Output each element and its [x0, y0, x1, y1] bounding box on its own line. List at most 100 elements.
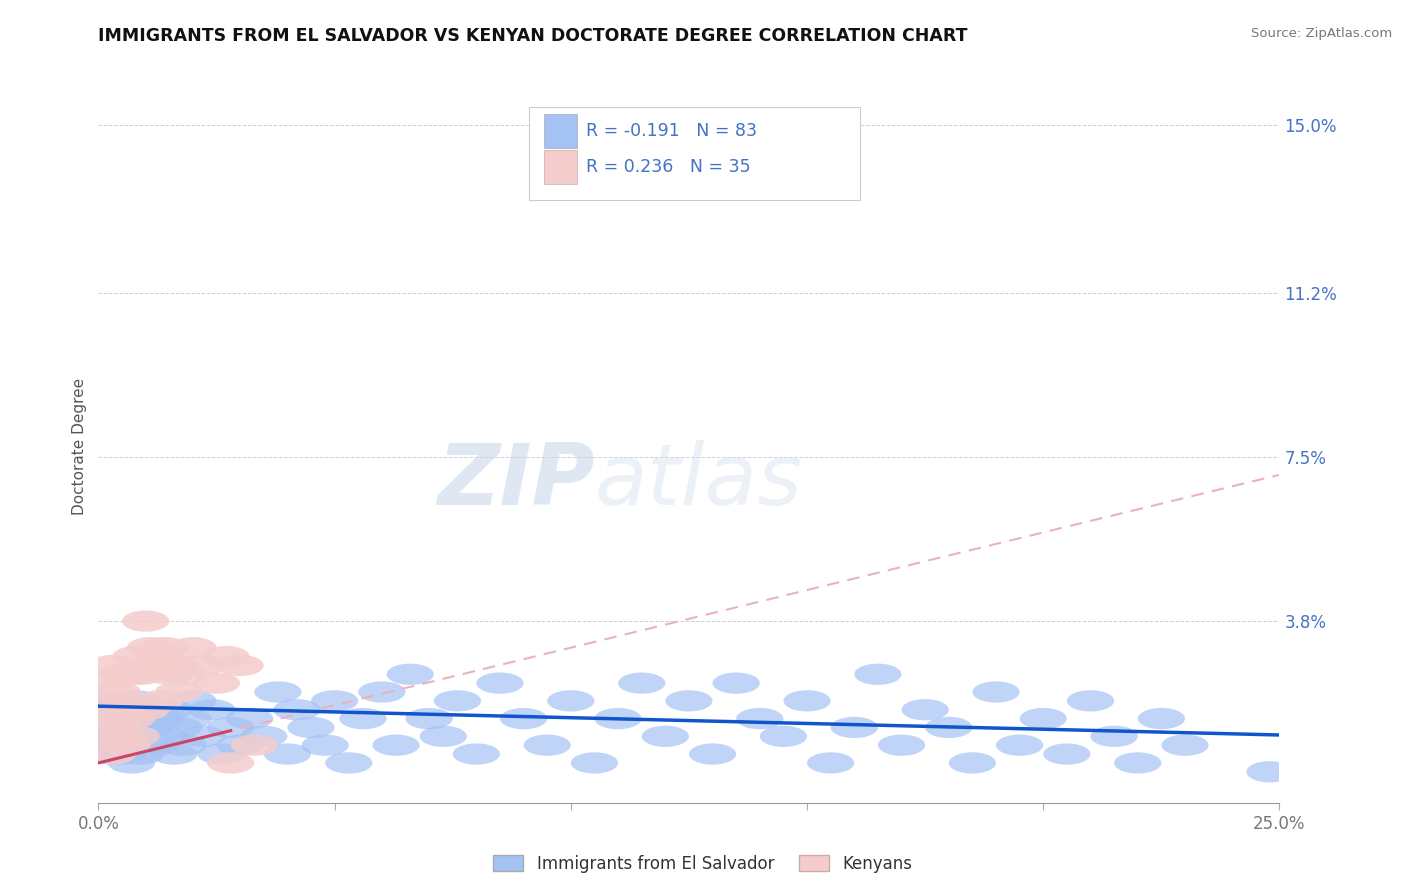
Ellipse shape [94, 726, 141, 747]
Ellipse shape [127, 717, 174, 738]
Ellipse shape [122, 699, 169, 721]
Ellipse shape [108, 717, 155, 738]
Ellipse shape [973, 681, 1019, 703]
Ellipse shape [1043, 743, 1091, 764]
Ellipse shape [1161, 734, 1209, 756]
Ellipse shape [132, 734, 179, 756]
Ellipse shape [89, 655, 136, 676]
Ellipse shape [387, 664, 434, 685]
Ellipse shape [160, 664, 207, 685]
Ellipse shape [453, 743, 501, 764]
Ellipse shape [155, 681, 202, 703]
Ellipse shape [112, 726, 160, 747]
Ellipse shape [103, 690, 150, 712]
Ellipse shape [103, 699, 150, 721]
Y-axis label: Doctorate Degree: Doctorate Degree [72, 377, 87, 515]
Ellipse shape [359, 681, 405, 703]
Ellipse shape [89, 713, 136, 733]
Ellipse shape [273, 699, 321, 721]
Ellipse shape [98, 743, 146, 764]
Ellipse shape [141, 726, 188, 747]
Ellipse shape [117, 743, 165, 764]
Ellipse shape [226, 708, 273, 730]
Ellipse shape [202, 646, 250, 667]
Ellipse shape [112, 646, 160, 667]
Ellipse shape [141, 637, 188, 658]
Ellipse shape [98, 708, 146, 730]
Ellipse shape [80, 708, 127, 730]
Ellipse shape [150, 655, 198, 676]
Ellipse shape [595, 708, 641, 730]
Ellipse shape [831, 717, 877, 738]
Ellipse shape [165, 708, 212, 730]
Ellipse shape [995, 734, 1043, 756]
Ellipse shape [98, 726, 146, 747]
Ellipse shape [217, 734, 264, 756]
Ellipse shape [523, 734, 571, 756]
Ellipse shape [783, 690, 831, 712]
Ellipse shape [571, 752, 619, 773]
Ellipse shape [112, 726, 160, 747]
Ellipse shape [127, 637, 174, 658]
Ellipse shape [373, 734, 419, 756]
FancyBboxPatch shape [530, 107, 860, 200]
Ellipse shape [94, 681, 141, 703]
Ellipse shape [759, 726, 807, 747]
Ellipse shape [1246, 761, 1294, 782]
Ellipse shape [84, 673, 132, 694]
Legend: Immigrants from El Salvador, Kenyans: Immigrants from El Salvador, Kenyans [486, 848, 920, 880]
Ellipse shape [641, 726, 689, 747]
Ellipse shape [231, 734, 278, 756]
Ellipse shape [146, 664, 193, 685]
Ellipse shape [1091, 726, 1137, 747]
Ellipse shape [84, 699, 132, 721]
Ellipse shape [405, 708, 453, 730]
Text: Source: ZipAtlas.com: Source: ZipAtlas.com [1251, 27, 1392, 40]
Ellipse shape [339, 708, 387, 730]
Ellipse shape [122, 699, 169, 721]
Ellipse shape [89, 743, 136, 764]
Ellipse shape [254, 681, 301, 703]
Ellipse shape [877, 734, 925, 756]
Ellipse shape [150, 743, 198, 764]
Ellipse shape [287, 717, 335, 738]
Ellipse shape [198, 743, 245, 764]
Ellipse shape [807, 752, 855, 773]
Text: R = 0.236   N = 35: R = 0.236 N = 35 [586, 158, 751, 176]
Ellipse shape [1137, 708, 1185, 730]
Ellipse shape [547, 690, 595, 712]
Ellipse shape [501, 708, 547, 730]
Ellipse shape [1067, 690, 1114, 712]
Ellipse shape [619, 673, 665, 694]
Bar [544, 150, 576, 184]
Ellipse shape [117, 708, 165, 730]
Ellipse shape [713, 673, 759, 694]
Ellipse shape [179, 726, 226, 747]
Ellipse shape [193, 673, 240, 694]
Ellipse shape [434, 690, 481, 712]
Ellipse shape [311, 690, 359, 712]
Ellipse shape [80, 690, 127, 712]
Ellipse shape [1019, 708, 1067, 730]
Ellipse shape [136, 646, 183, 667]
Ellipse shape [160, 734, 207, 756]
Ellipse shape [665, 690, 713, 712]
Ellipse shape [89, 743, 136, 764]
Ellipse shape [98, 664, 146, 685]
Ellipse shape [925, 717, 973, 738]
Ellipse shape [136, 708, 183, 730]
Ellipse shape [217, 655, 264, 676]
Ellipse shape [301, 734, 349, 756]
Ellipse shape [94, 708, 141, 730]
Bar [544, 114, 576, 148]
Ellipse shape [169, 637, 217, 658]
Ellipse shape [155, 717, 202, 738]
Ellipse shape [103, 734, 150, 756]
Text: atlas: atlas [595, 440, 803, 524]
Ellipse shape [108, 752, 155, 773]
Ellipse shape [737, 708, 783, 730]
Ellipse shape [136, 690, 183, 712]
Ellipse shape [207, 752, 254, 773]
Ellipse shape [122, 610, 169, 632]
Text: IMMIGRANTS FROM EL SALVADOR VS KENYAN DOCTORATE DEGREE CORRELATION CHART: IMMIGRANTS FROM EL SALVADOR VS KENYAN DO… [98, 27, 967, 45]
